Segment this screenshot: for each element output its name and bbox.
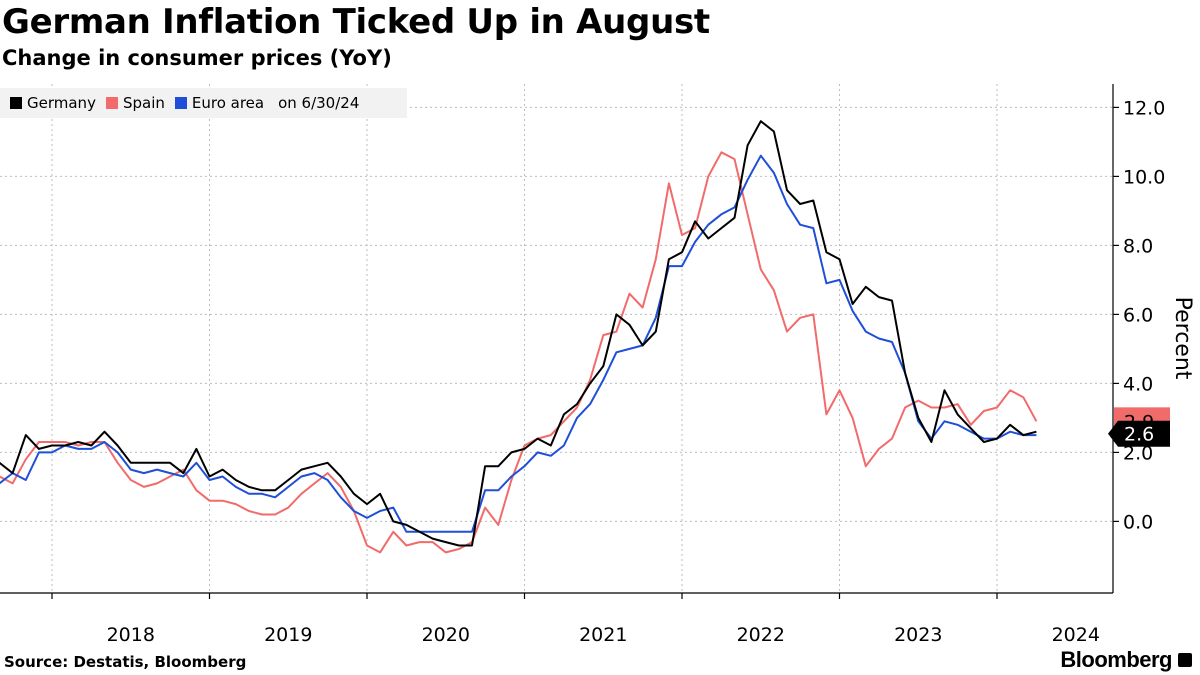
x-tick-label: 2018 bbox=[107, 624, 155, 646]
source-note: Source: Destatis, Bloomberg bbox=[4, 653, 247, 671]
x-tick-label: 2021 bbox=[579, 624, 627, 646]
x-tick-label: 2024 bbox=[1052, 624, 1100, 646]
end-labels: 2.92.6 bbox=[1108, 407, 1170, 447]
legend-date-note: on 6/30/24 bbox=[278, 94, 360, 112]
germany-end-label: 2.6 bbox=[1124, 424, 1154, 446]
bloomberg-terminal-icon bbox=[1178, 653, 1192, 667]
legend-item-germany: Germany bbox=[10, 94, 96, 112]
y-tick-label: 2.0 bbox=[1123, 442, 1153, 464]
series-line-spain bbox=[0, 151, 1038, 554]
axes bbox=[0, 84, 1114, 594]
legend-swatch-germany bbox=[10, 97, 22, 109]
y-axis-title: Percent bbox=[1170, 297, 1195, 380]
y-tick-label: 12.0 bbox=[1123, 97, 1165, 119]
y-tick-label: 0.0 bbox=[1123, 511, 1153, 533]
gridlines bbox=[0, 84, 1113, 593]
y-tick-label: 8.0 bbox=[1123, 235, 1153, 257]
chart-title: German Inflation Ticked Up in August bbox=[2, 2, 710, 42]
y-tick-label: 4.0 bbox=[1123, 373, 1153, 395]
x-tick-labels: 2018 2019 2020 2021 2022 2023 2024 bbox=[51, 593, 1100, 646]
x-tick-label: 2022 bbox=[737, 624, 785, 646]
legend-item-spain: Spain bbox=[105, 94, 165, 112]
x-tick-label: 2019 bbox=[264, 624, 312, 646]
legend-label-spain: Spain bbox=[122, 94, 165, 112]
y-tick-labels: 0.0 2.0 4.0 6.0 8.0 10.0 12.0 bbox=[1113, 97, 1165, 533]
legend-swatch-spain bbox=[105, 97, 118, 109]
germany-end-label-box bbox=[1108, 420, 1170, 447]
legend-label-germany: Germany bbox=[27, 94, 96, 112]
legend-item-euro-area: Euro area bbox=[174, 94, 265, 112]
legend-label-euro-area: Euro area bbox=[191, 94, 265, 112]
y-tick-label: 10.0 bbox=[1123, 166, 1165, 188]
chart-subtitle: Change in consumer prices (YoY) bbox=[2, 46, 392, 70]
series-lines bbox=[0, 120, 1038, 554]
y-tick-label: 6.0 bbox=[1123, 304, 1153, 326]
legend: Germany Spain Euro area on 6/30/24 bbox=[0, 88, 407, 118]
x-tick-label: 2020 bbox=[422, 624, 470, 646]
x-tick-label: 2023 bbox=[894, 624, 942, 646]
series-line-germany bbox=[0, 120, 1037, 547]
bloomberg-logo: Bloomberg bbox=[1060, 647, 1192, 673]
legend-swatch-euro-area bbox=[174, 97, 187, 109]
series-line-euro-area bbox=[0, 154, 1037, 533]
brand-name: Bloomberg bbox=[1060, 647, 1172, 672]
